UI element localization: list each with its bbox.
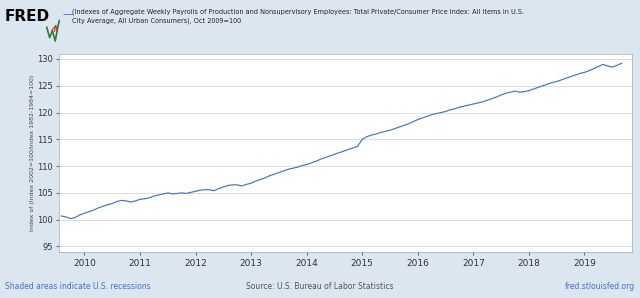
Text: FRED: FRED <box>5 9 51 24</box>
Text: Shaded areas indicate U.S. recessions: Shaded areas indicate U.S. recessions <box>5 282 151 291</box>
Text: (Indexes of Aggregate Weekly Payrolls of Production and Nonsupervisory Employees: (Indexes of Aggregate Weekly Payrolls of… <box>72 9 524 24</box>
Text: Source: U.S. Bureau of Labor Statistics: Source: U.S. Bureau of Labor Statistics <box>246 282 394 291</box>
Text: fred.stlouisfed.org: fred.stlouisfed.org <box>564 282 635 291</box>
Text: —: — <box>63 9 74 19</box>
Y-axis label: Index of (Index 2002=100/Index 1982-1984=100): Index of (Index 2002=100/Index 1982-1984… <box>29 74 35 231</box>
